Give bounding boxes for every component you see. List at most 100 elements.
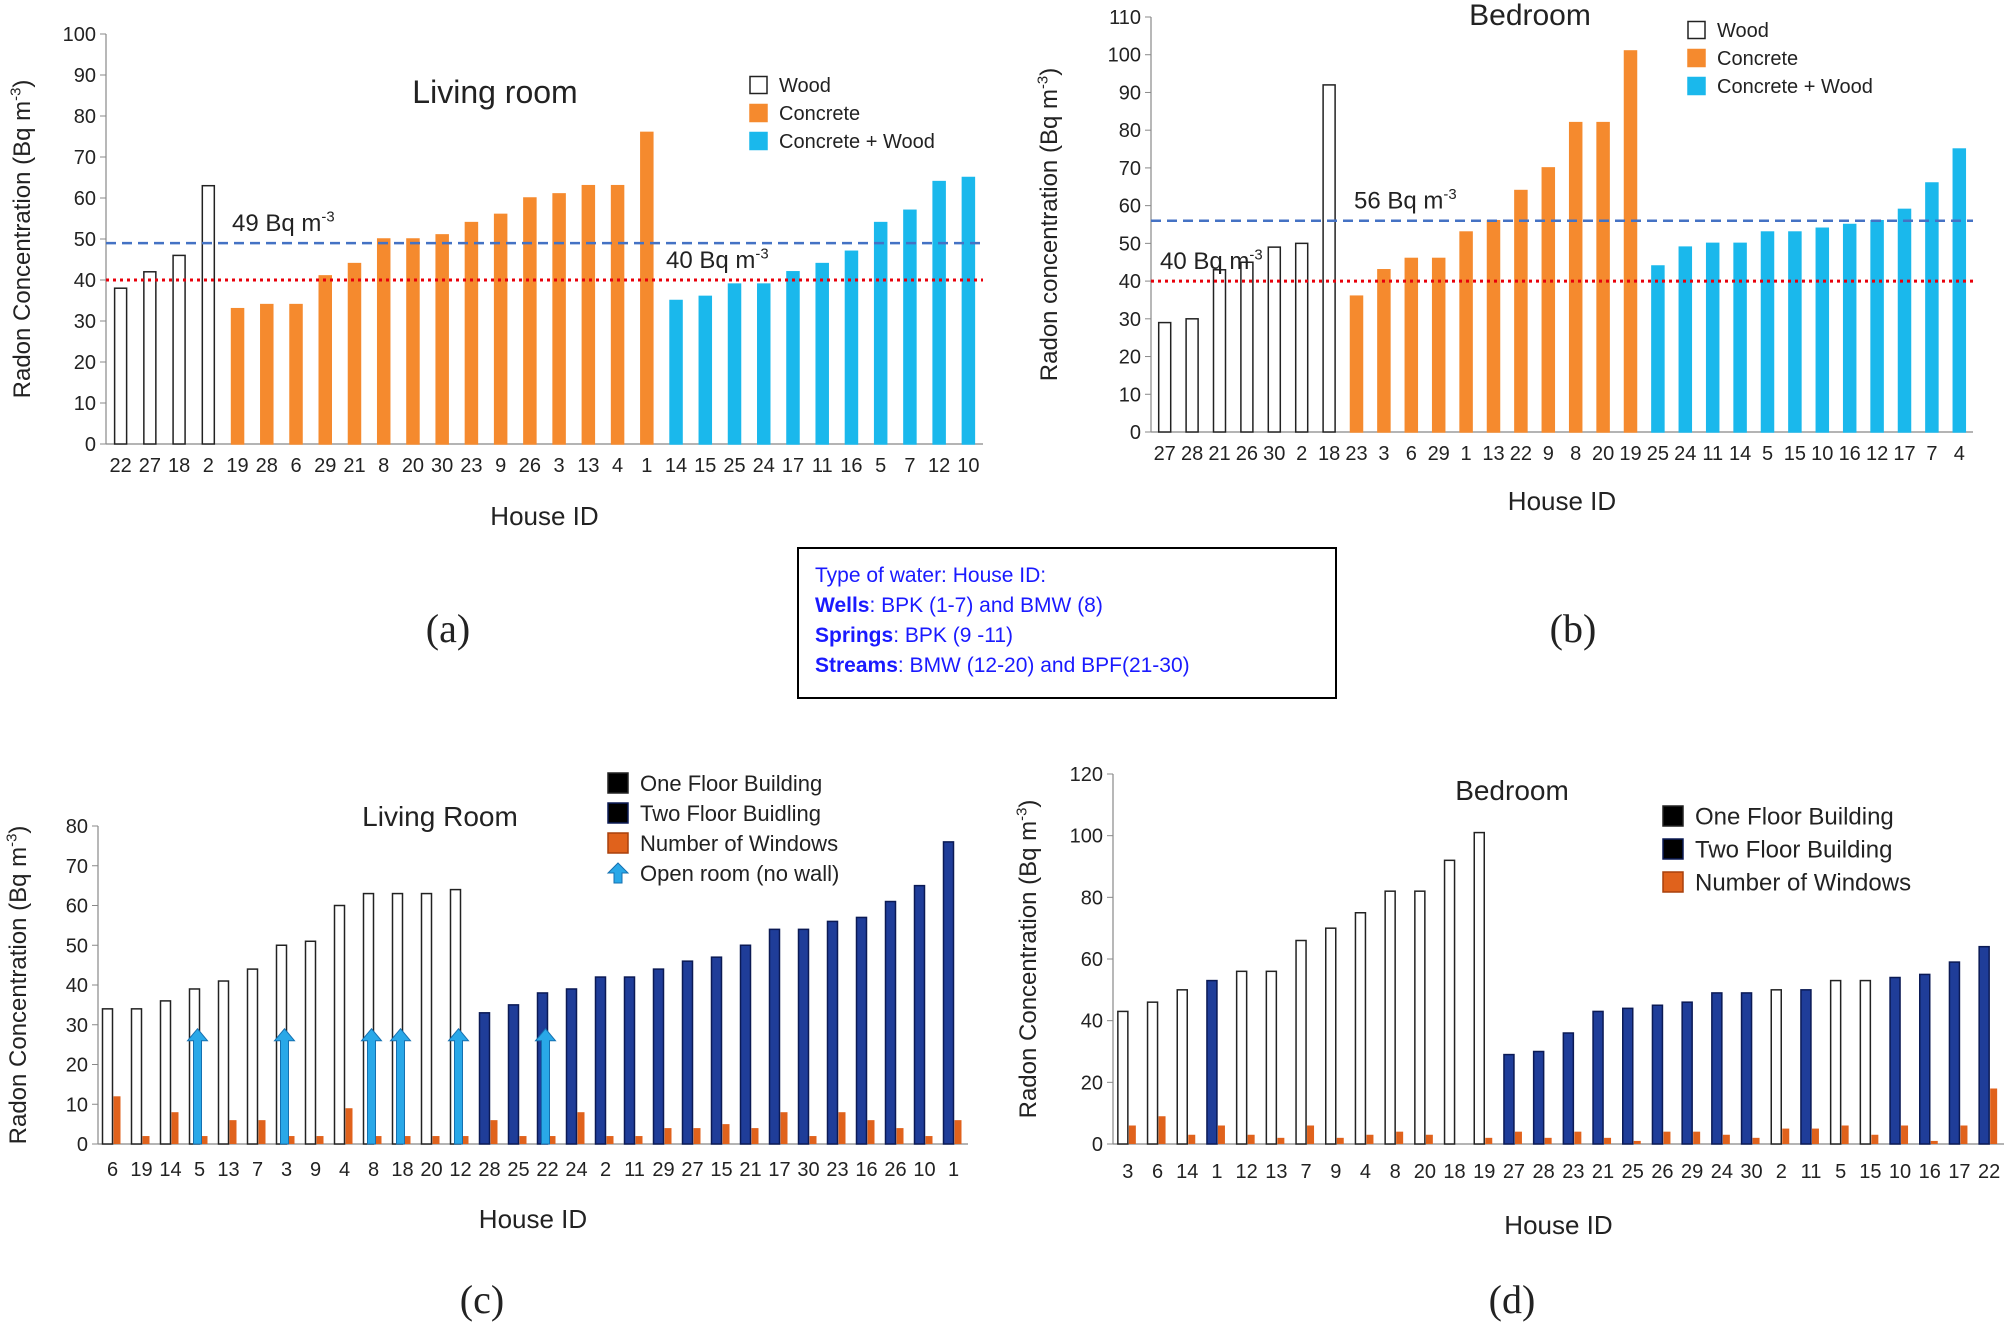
bar-house-12: [1235, 970, 1248, 1145]
x-tick-label: 5: [1762, 443, 1773, 465]
bar-house-17: [1897, 208, 1912, 433]
bar-house-7: [1925, 182, 1939, 433]
legend-swatch-two: [607, 802, 629, 824]
x-tick-label: 15: [1784, 443, 1806, 465]
bar-house-4: [1952, 148, 1967, 433]
x-tick-label: 6: [1152, 1161, 1163, 1183]
legend-label-one: One Floor Building: [1695, 804, 1894, 831]
x-tick-label: 25: [1647, 443, 1669, 465]
x-tick-label: 26: [1236, 443, 1258, 465]
wells-text: : BPK (1-7) and BMW (8): [869, 594, 1103, 617]
bar-house-18: [172, 254, 186, 445]
x-tick-label: 6: [290, 455, 301, 477]
window-bar-house-8: [1396, 1131, 1404, 1144]
bar-house-1: [640, 131, 654, 445]
x-tick-label: 27: [139, 455, 161, 477]
bar-house-10: [961, 176, 976, 445]
x-tick-label: 4: [339, 1159, 350, 1181]
x-tick-label: 11: [624, 1159, 645, 1181]
legend-arrow-icon: [606, 862, 630, 884]
y-tick-label: 0: [1130, 422, 1141, 444]
legend-label-one: One Floor Building: [640, 771, 822, 796]
info-line-springs: Springs: BPK (9 -11): [815, 621, 1319, 651]
bar-house-15: [698, 295, 713, 445]
window-bar-house-2: [1782, 1128, 1790, 1144]
bar-house-19: [130, 1008, 143, 1145]
bar-house-9: [1541, 167, 1556, 433]
x-tick-label: 5: [1835, 1161, 1846, 1183]
chart-title: Living Room: [362, 801, 518, 832]
legend-swatch-concrete: [1687, 48, 1706, 68]
open-room-arrow-icon: [186, 1027, 209, 1145]
x-tick-label: 16: [1919, 1161, 1941, 1183]
x-tick-label: 13: [1265, 1161, 1287, 1183]
bar-house-14: [159, 1000, 172, 1145]
window-bar-house-14: [171, 1112, 179, 1144]
legend-swatch-one: [1662, 805, 1684, 827]
x-tick-label: 15: [1859, 1161, 1881, 1183]
y-tick-label: 80: [74, 106, 96, 128]
window-bar-house-14: [1188, 1134, 1196, 1144]
window-bar-house-23: [1574, 1131, 1582, 1144]
x-tick-label: 10: [1889, 1161, 1911, 1183]
window-bar-house-3: [1128, 1125, 1136, 1144]
bar-house-11: [623, 976, 636, 1145]
x-tick-label: 3: [281, 1159, 292, 1181]
bar-house-16: [1842, 223, 1857, 433]
x-tick-label: 1: [948, 1159, 959, 1181]
window-bar-house-24: [577, 1112, 585, 1144]
x-tick-label: 10: [1811, 443, 1833, 465]
x-tick-label: 9: [310, 1159, 321, 1181]
chart-title: Bedroom: [1455, 775, 1569, 806]
window-bar-house-2: [606, 1136, 614, 1144]
springs-label: Springs: [815, 624, 894, 647]
x-tick-label: 25: [1622, 1161, 1644, 1183]
bar-house-18: [1322, 84, 1336, 433]
x-tick-label: 10: [913, 1159, 935, 1181]
window-bar-house-24: [1722, 1134, 1730, 1144]
window-bar-house-4: [345, 1108, 353, 1144]
bar-house-2: [594, 976, 607, 1145]
bar-house-25: [507, 1004, 520, 1145]
y-tick-label: 70: [74, 147, 96, 169]
window-bar-house-11: [635, 1136, 643, 1144]
y-tick-label: 20: [66, 1055, 88, 1077]
bar-house-1: [1206, 979, 1218, 1145]
x-tick-label: 19: [1619, 443, 1641, 465]
bar-house-15: [710, 956, 723, 1145]
x-tick-label: 30: [797, 1159, 819, 1181]
bar-house-3: [1117, 1010, 1129, 1145]
bar-house-24: [757, 283, 771, 445]
legend-swatch-windows: [607, 832, 629, 854]
x-tick-label: 11: [1801, 1161, 1822, 1183]
window-bar-house-25: [1633, 1140, 1641, 1144]
window-bar-house-5: [1841, 1125, 1849, 1144]
x-tick-label: 29: [314, 455, 336, 477]
bar-house-13: [581, 184, 596, 445]
bar-house-13: [217, 980, 230, 1145]
x-tick-label: 7: [1300, 1161, 1311, 1183]
bar-house-17: [768, 928, 781, 1145]
bar-house-1: [1459, 231, 1473, 433]
x-tick-label: 8: [1390, 1161, 1401, 1183]
x-tick-label: 2: [203, 455, 214, 477]
x-tick-label: 23: [1345, 443, 1367, 465]
bar-house-3: [1377, 269, 1391, 433]
window-bar-house-6: [1158, 1116, 1166, 1144]
window-bar-house-9: [316, 1136, 324, 1144]
window-bar-house-1: [1217, 1125, 1225, 1144]
x-tick-label: 7: [1926, 443, 1937, 465]
bar-house-3: [552, 193, 566, 445]
x-tick-label: 26: [1651, 1161, 1673, 1183]
x-tick-label: 19: [1473, 1161, 1495, 1183]
y-tick-label: 20: [74, 352, 96, 374]
bar-house-25: [727, 283, 742, 445]
y-tick-label: 50: [74, 229, 96, 251]
window-bar-house-21: [1604, 1137, 1612, 1144]
x-tick-label: 23: [826, 1159, 848, 1181]
panel-label: (c): [460, 1277, 504, 1322]
y-tick-label: 70: [1119, 158, 1141, 180]
x-tick-label: 23: [1562, 1161, 1584, 1183]
x-tick-label: 14: [1176, 1161, 1198, 1183]
x-tick-label: 1: [1461, 443, 1472, 465]
